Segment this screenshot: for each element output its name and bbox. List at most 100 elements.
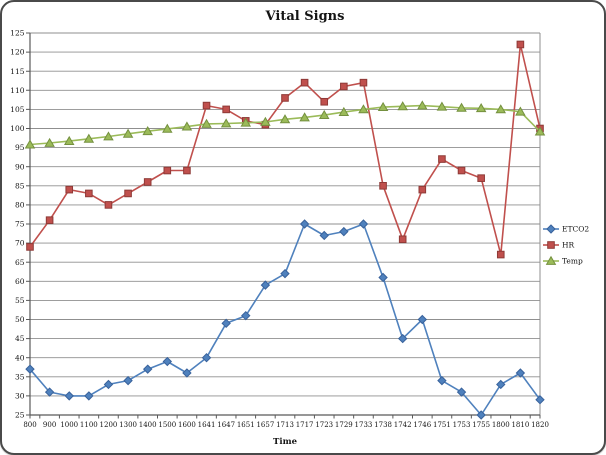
x-tick-label: 1746 <box>413 421 431 429</box>
y-tick-label: 120 <box>10 48 25 57</box>
hr-data-point <box>163 166 172 175</box>
etco2-data-point <box>280 268 290 279</box>
temp-data-point <box>377 101 389 112</box>
temp-data-point <box>24 139 36 149</box>
y-tick-label: 85 <box>15 181 25 190</box>
hr-data-point <box>183 166 191 175</box>
x-tick-label: 1200 <box>100 421 118 429</box>
y-tick-label: 100 <box>10 124 25 133</box>
etco2-data-point <box>84 391 94 401</box>
etco2-data-point <box>456 387 467 397</box>
legend-label: Temp <box>562 257 583 266</box>
etco2-data-point <box>496 379 506 390</box>
hr-data-point <box>281 94 289 102</box>
series-temp <box>24 100 546 149</box>
hr-data-point <box>222 105 230 114</box>
hr-legend-marker-icon <box>547 241 555 249</box>
etco2-data-point <box>299 219 310 229</box>
y-tick-label: 125 <box>10 29 25 38</box>
x-tick-label: 1738 <box>374 421 392 429</box>
hr-data-point <box>398 235 407 244</box>
etco2-data-point <box>182 368 192 378</box>
temp-data-point <box>436 101 448 111</box>
hr-data-point <box>300 78 309 87</box>
x-tick-label: 1810 <box>511 421 529 429</box>
x-tick-label: 1733 <box>355 421 373 429</box>
etco2-data-point <box>142 364 153 374</box>
etco2-data-point <box>319 230 329 241</box>
axes <box>26 32 540 416</box>
hr-data-point <box>202 101 211 110</box>
temp-data-point <box>456 102 467 112</box>
data-series <box>24 40 546 420</box>
etco2-data-point <box>25 364 35 374</box>
y-tick-label: 45 <box>15 334 25 343</box>
y-axis-tick-labels: 25 30 35 40 45 50 55 60 65 70 75 80 85 90 95 100 105 110 1… <box>10 29 25 420</box>
etco2-data-point <box>397 333 408 344</box>
temp-data-point <box>201 118 212 128</box>
series-etco2 <box>25 219 545 420</box>
temp-data-point <box>299 112 310 122</box>
etco2-data-point <box>260 280 271 290</box>
y-tick-label: 115 <box>10 67 25 76</box>
hr-data-point <box>85 189 93 198</box>
hr-data-point <box>143 178 152 186</box>
etco2-data-point <box>162 356 173 367</box>
y-tick-label: 35 <box>15 372 25 381</box>
y-tick-label: 90 <box>15 162 25 171</box>
temp-data-point <box>44 137 55 147</box>
temp-data-point <box>103 131 114 141</box>
etco2-data-point <box>44 387 55 397</box>
legend-label: HR <box>562 241 575 250</box>
hr-data-point <box>496 250 505 259</box>
legend-entry-etco2: ETCO2 <box>543 224 589 234</box>
temp-data-point <box>534 126 546 136</box>
y-tick-label: 65 <box>15 258 25 267</box>
etco2-data-point <box>378 272 388 283</box>
x-tick-label: 1717 <box>296 421 314 429</box>
x-tick-label: 1600 <box>178 421 196 429</box>
temp-data-point <box>358 104 369 114</box>
hr-data-point <box>65 185 74 194</box>
hr-data-point <box>26 243 34 251</box>
x-tick-label: 1000 <box>60 421 78 429</box>
y-tick-label: 60 <box>15 277 25 286</box>
etco2-data-point <box>64 391 74 401</box>
etco2-data-point <box>535 395 545 405</box>
etco2-data-point <box>241 310 251 321</box>
legend-entry-temp: Temp <box>543 255 583 266</box>
temp-data-point <box>279 114 291 124</box>
temp-data-point <box>181 121 193 131</box>
x-tick-label: 1800 <box>492 421 510 429</box>
temp-data-point <box>417 100 428 110</box>
etco2-legend-marker-icon <box>546 224 556 234</box>
temp-data-point <box>260 116 271 126</box>
etco2-data-point <box>358 219 369 229</box>
y-tick-label: 40 <box>15 353 25 362</box>
x-tick-label: 1300 <box>119 421 137 429</box>
x-tick-label: 1723 <box>315 421 333 429</box>
hr-data-point <box>477 174 485 182</box>
x-axis-title: Time <box>273 437 298 447</box>
x-tick-label: 1100 <box>80 421 98 429</box>
hr-data-point <box>418 185 427 194</box>
hr-data-point <box>359 78 368 87</box>
etco2-data-point <box>339 226 349 237</box>
hr-data-point <box>104 201 113 209</box>
x-tick-label: 1647 <box>217 421 235 429</box>
temp-data-point <box>318 109 330 120</box>
etco2-data-point <box>515 368 526 378</box>
etco2-data-point <box>437 375 447 386</box>
hr-data-point <box>379 182 387 190</box>
temp-data-point <box>475 103 487 113</box>
legend-label: ETCO2 <box>562 225 589 234</box>
y-tick-label: 105 <box>10 105 25 114</box>
temp-data-point <box>220 118 232 128</box>
y-tick-label: 30 <box>15 392 25 401</box>
temp-data-point <box>142 125 153 136</box>
legend-entry-hr: HR <box>543 241 575 250</box>
x-tick-label: 1753 <box>453 421 471 429</box>
temp-data-point <box>495 104 507 114</box>
temp-data-point <box>83 133 95 143</box>
hr-data-point <box>516 40 525 49</box>
